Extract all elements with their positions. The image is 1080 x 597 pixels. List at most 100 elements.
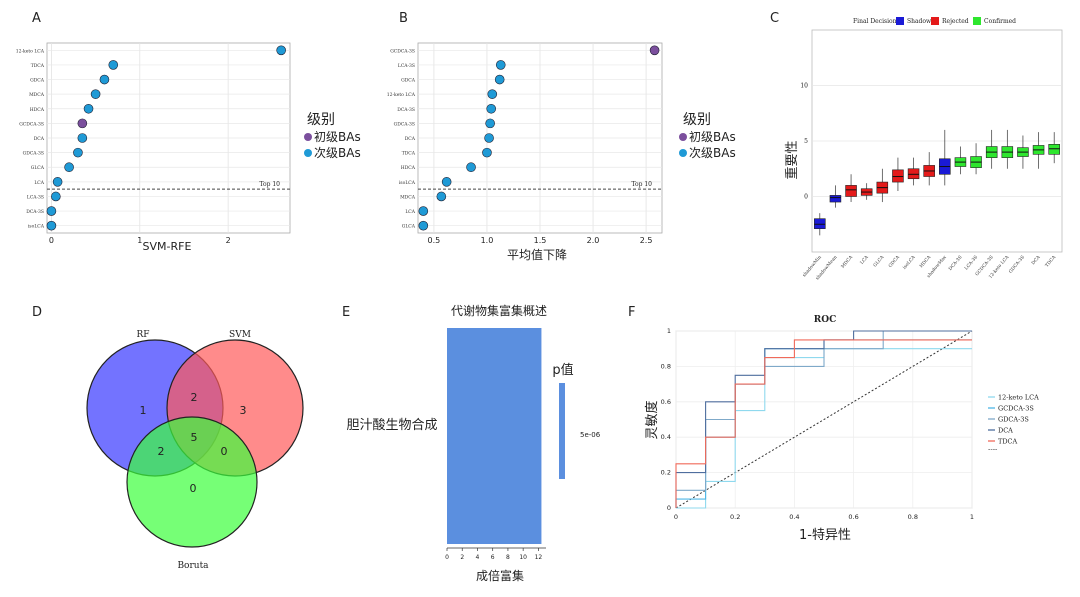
panel-a-point-LCA bbox=[52, 177, 63, 187]
panel-e-legend-value: 5e-06 bbox=[580, 431, 601, 439]
panel-f-xtick-label: 0.6 bbox=[848, 513, 858, 521]
panel-b-xtick-label: 2.0 bbox=[587, 236, 600, 245]
panel-a-feature-label: LCA bbox=[34, 180, 44, 186]
panel-a-point-DCA bbox=[77, 133, 88, 143]
panel-b-point-LCA-3S bbox=[495, 60, 506, 70]
panel-b-point-DCA bbox=[484, 133, 494, 143]
panel-e-xtick-label: 0 bbox=[445, 554, 449, 561]
panel-a-feature-label: isoLCA bbox=[28, 224, 45, 230]
panel-a-feature-label: 12-keto LCA bbox=[16, 48, 45, 54]
panel-a-feature-label: DCA bbox=[34, 136, 45, 142]
panel-f-legend-label: GDCA-3S bbox=[998, 416, 1029, 424]
legend-a-primary-label: 初级BAs bbox=[314, 130, 361, 144]
panel-c-xtick-label: MDCA bbox=[840, 254, 855, 270]
panel-f-ytick-label: 0.2 bbox=[661, 469, 671, 477]
panel-c-legend-shadow: Shadow bbox=[907, 18, 932, 25]
panel-b-xtick-label: 1.5 bbox=[534, 236, 547, 245]
panel-b-point-GLCA bbox=[418, 220, 429, 231]
legend-b-primary-marker bbox=[679, 133, 687, 141]
panel-a-xtick-label: 2 bbox=[226, 236, 231, 245]
panel-a-feature-label: GCDCA-3S bbox=[19, 121, 44, 127]
panel-e-category: 胆汁酸生物合成 bbox=[346, 418, 437, 433]
panel-f-legend-label: GCDCA-3S bbox=[998, 405, 1034, 413]
panel-c-legend-shadow-swatch bbox=[896, 17, 904, 25]
panel-b-point-HDCA bbox=[466, 162, 476, 173]
panel-b-xtick-label: 0.5 bbox=[428, 236, 441, 245]
panel-b-feature-label: DCA bbox=[405, 136, 416, 142]
panel-e-title: 代谢物集富集概述 bbox=[451, 303, 547, 318]
legend-b-secondary-label: 次级BAs bbox=[689, 146, 736, 160]
panel-b-point-isoLCA bbox=[441, 177, 452, 187]
panel-c-ytick-label: 10 bbox=[800, 83, 808, 90]
panel-c-ytick-label: 5 bbox=[804, 138, 808, 145]
panel-c-legend-rejected: Rejected bbox=[942, 18, 969, 25]
legend-a-secondary-marker bbox=[304, 149, 312, 157]
panel-c-xtick-label: HDCA bbox=[918, 254, 932, 269]
panel-f-ytick-label: 0.4 bbox=[661, 433, 671, 441]
venn-label-boruta: Boruta bbox=[177, 561, 209, 571]
legend-b-title: 级别 bbox=[683, 112, 711, 128]
panel-a-xtick-label: 0 bbox=[49, 236, 54, 245]
panel-b-top10-label: Top 10 bbox=[631, 181, 652, 188]
panel-a-feature-label: GDCA bbox=[30, 78, 45, 84]
panel-e-xtick-label: 2 bbox=[460, 554, 464, 561]
panel-c-xtick-label: GLCA bbox=[872, 254, 886, 269]
panel-a-point-isoLCA bbox=[46, 220, 57, 231]
panel-f-ytick-label: 0.6 bbox=[661, 398, 671, 406]
panel-e-xtick-label: 4 bbox=[476, 554, 480, 561]
panel-e-legend-title: p值 bbox=[552, 362, 573, 378]
panel-b-feature-label: GDCA-3S bbox=[394, 121, 415, 127]
panel-a-feature-label: GLCA bbox=[31, 165, 45, 171]
panel-c-box-MDCA bbox=[845, 185, 857, 197]
panel-a-feature-label: TDCA bbox=[31, 63, 45, 69]
panel-a: A 0 1 2 12-keto LCA TDCA GDCA MDCA HDCA GCDCA-3S… bbox=[16, 11, 291, 253]
panel-c-box-GDCA bbox=[892, 169, 904, 183]
venn-count-rf-only: 1 bbox=[140, 404, 147, 417]
panel-b-feature-label: LCA-3S bbox=[398, 63, 415, 69]
panel-b-xtick-label: 2.5 bbox=[640, 236, 653, 245]
panel-f-xtick-label: 0 bbox=[674, 513, 678, 521]
panel-b-point-MDCA bbox=[436, 191, 447, 202]
legend-b-secondary-marker bbox=[679, 149, 687, 157]
panel-c-legend-title: Final Decision bbox=[853, 18, 897, 25]
panel-b-feature-label: HDCA bbox=[401, 165, 416, 171]
panel-e-xtick-label: 6 bbox=[491, 554, 495, 561]
panel-c: C Final Decision Shadow Rejected Confirm… bbox=[770, 11, 1063, 281]
panel-e-xtick-label: 8 bbox=[506, 554, 510, 561]
panel-c-box-shadowMin bbox=[814, 218, 826, 229]
panel-a-point-HDCA bbox=[83, 103, 94, 114]
panel-b-point-GDCA-3S bbox=[485, 118, 495, 129]
panel-c-box-TDCA bbox=[1048, 144, 1060, 155]
panel-e-xlabel: 成倍富集 bbox=[476, 568, 524, 583]
panel-b-feature-label: GCDCA-3S bbox=[390, 48, 415, 54]
panel-c-xtick-label: LCA-3S bbox=[963, 254, 979, 271]
panel-c-legend: Final Decision Shadow Rejected Confirmed bbox=[853, 17, 1016, 25]
panel-f-ytick-label: 0 bbox=[667, 504, 671, 512]
panel-f-xtick-label: 0.8 bbox=[908, 513, 918, 521]
panel-b-feature-label: 12-keto LCA bbox=[387, 92, 416, 98]
panel-c-box-shadowMean bbox=[829, 195, 842, 203]
venn-count-boruta-only: 0 bbox=[190, 482, 197, 495]
panel-a-point-GDCA bbox=[99, 74, 110, 85]
panel-d: D RF SVM Boruta 1 3 2 5 2 0 0 bbox=[32, 305, 304, 571]
panel-e-letter: E bbox=[342, 305, 350, 320]
panel-e-xtick-label: 10 bbox=[519, 554, 527, 561]
panel-f-ytick-label: 0.8 bbox=[661, 362, 671, 370]
panel-b-point-GDCA bbox=[494, 74, 505, 85]
panel-b-point-LCA bbox=[418, 206, 429, 216]
legend-b-primary-label: 初级BAs bbox=[689, 130, 736, 144]
venn-count-svm-boruta: 0 bbox=[221, 445, 228, 458]
panel-c-legend-rejected-swatch bbox=[931, 17, 939, 25]
panel-b-feature-label: DCA-3S bbox=[397, 107, 415, 113]
panel-c-legend-confirmed-swatch bbox=[973, 17, 981, 25]
panel-f-letter: F bbox=[628, 305, 635, 320]
panel-b-feature-label: LCA bbox=[405, 209, 415, 215]
panel-a-feature-label: LCA-3S bbox=[27, 194, 44, 200]
panel-a-point-GDCA-3S bbox=[73, 147, 83, 158]
panel-e-xtick-label: 12 bbox=[535, 554, 543, 561]
legend-a: 级别 初级BAs 次级BAs bbox=[304, 112, 361, 160]
panel-c-xtick-label: LCA bbox=[859, 254, 870, 266]
panel-e-legend-swatch bbox=[559, 383, 565, 479]
panel-f-legend-label: 12-keto LCA bbox=[998, 394, 1039, 402]
panel-e: E 代谢物集富集概述 胆汁酸生物合成 0 2 4 6 8 10 12 成倍富集 p值 5e-… bbox=[342, 303, 601, 583]
